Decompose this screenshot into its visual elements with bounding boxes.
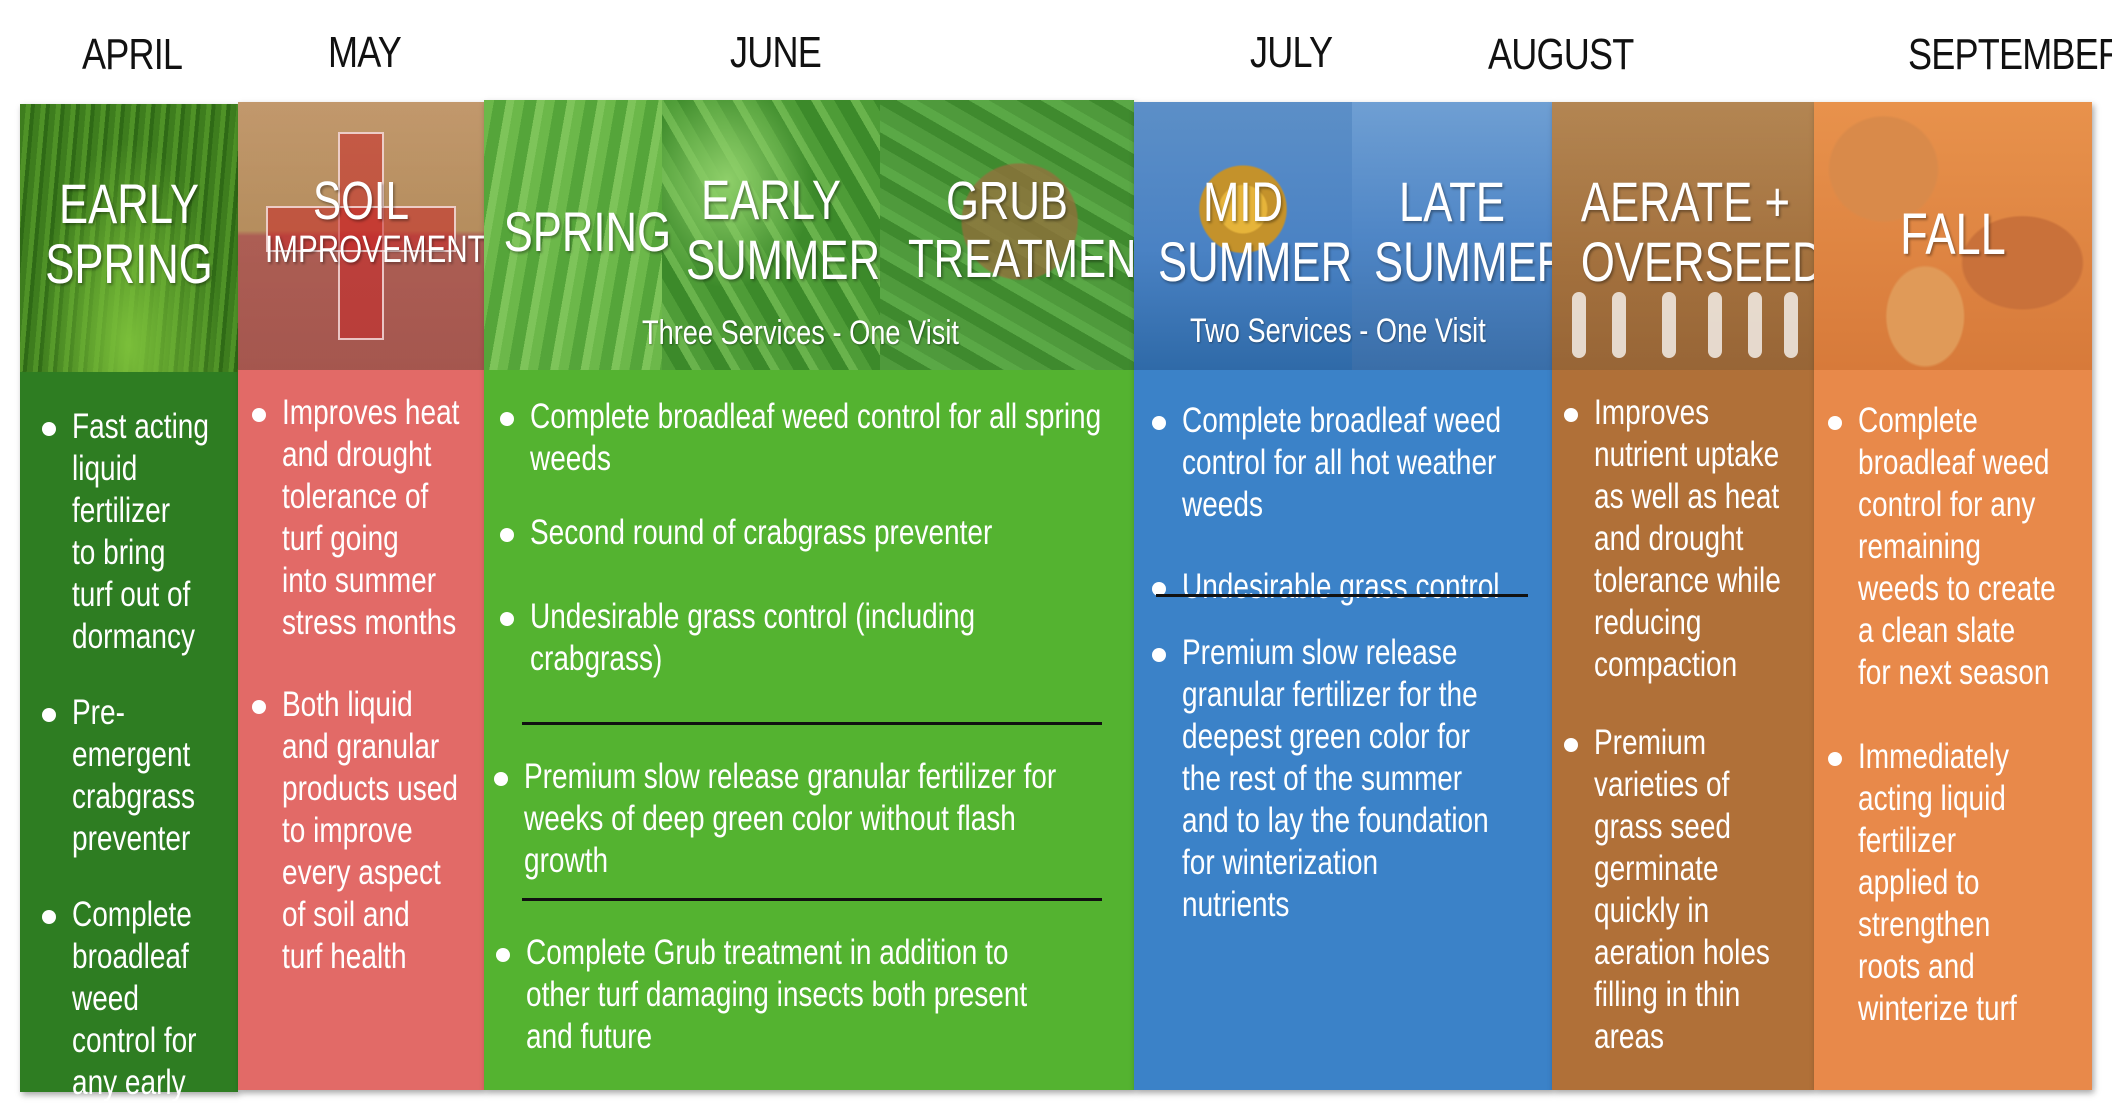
- list-item: Fast acting liquid fertilizer to bring turf …: [38, 406, 243, 658]
- spring-title: SPRING: [503, 200, 672, 263]
- month-august: AUGUST: [1488, 30, 1634, 79]
- list-item: Undesirable grass control (including crab…: [496, 596, 1244, 680]
- month-may: MAY: [328, 28, 402, 77]
- aerate-title: AERATE + OVERSEED: [1580, 170, 1824, 294]
- list-item: Improves heat and drought tolerance of turf…: [248, 392, 504, 644]
- fall-body: Complete broadleaf weed control for any rem…: [1814, 370, 2092, 1090]
- early-spring-bullets: Fast acting liquid fertilizer to bring turf …: [38, 406, 243, 1113]
- aerate-header: [1552, 102, 1814, 370]
- list-item: Complete broadleaf weed control for all …: [496, 396, 1244, 480]
- summer-subtitle: Two Services - One Visit: [1190, 312, 1486, 350]
- list-item: Premium varieties of grass seed germinate qu…: [1560, 722, 1827, 1058]
- soil-header: [238, 102, 484, 370]
- mid-summer-title: MID SUMMER: [1157, 170, 1353, 294]
- soil-core-icon: [1612, 292, 1626, 358]
- june-divider-2: [522, 898, 1102, 901]
- grub-photo: [880, 100, 1134, 370]
- sunflower-photo: [1134, 102, 1352, 370]
- column-soil-improvement: SOIL IMPROVEMENT Improves heat and drough…: [238, 102, 486, 1090]
- column-aerate: AERATE + OVERSEED Improves nutrient uptak…: [1552, 102, 1824, 1090]
- fall-header: [1814, 102, 2092, 370]
- list-item: Improves nutrient uptake as well as heat an…: [1560, 392, 1827, 686]
- soil-body: Improves heat and drought tolerance of turf…: [238, 370, 484, 1090]
- early-summer-title: EARLY SUMMER: [685, 168, 881, 292]
- list-item: Complete broadleaf weed control for all h…: [1148, 400, 1581, 526]
- june-header: [484, 100, 1134, 370]
- early-spring-header: [20, 104, 238, 372]
- aerate-body: Improves nutrient uptake as well as heat an…: [1552, 370, 1814, 1090]
- list-item: Complete broadleaf weed control for any earl…: [38, 894, 243, 1113]
- spring-photo: [484, 100, 662, 370]
- month-september: SEPTEMBER: [1908, 30, 2112, 79]
- soil-core-icon: [1748, 292, 1762, 358]
- column-summer: MID SUMMER LATE SUMMER Two Services - On…: [1134, 102, 1569, 1090]
- column-june: SPRING EARLY SUMMER GRUB TREATMENT Three…: [484, 100, 1163, 1090]
- list-item: Complete Grub treatment in addition to ot…: [492, 932, 1152, 1058]
- summer-bullets-b: Premium slow release granular fertilizer …: [1148, 632, 1565, 926]
- june-body: Complete broadleaf weed control for all …: [484, 370, 1134, 1090]
- june-bullets-a: Complete broadleaf weed control for all …: [496, 396, 1244, 680]
- grub-treatment-title: GRUB TREATMENT: [907, 171, 1163, 290]
- column-early-spring: EARLY SPRING Fast acting liquid fertilizer…: [20, 104, 238, 1113]
- list-item: Second round of crabgrass preventer: [496, 512, 1244, 554]
- list-item: Undesirable grass control: [1148, 566, 1581, 608]
- fall-title: FALL: [1900, 202, 2006, 267]
- june-bullets-b: Premium slow release granular fertilizer…: [490, 756, 1189, 882]
- list-item: Pre-emergent crabgrass preventer: [38, 692, 243, 860]
- summer-divider: [1156, 594, 1528, 597]
- soil-core-icon: [1708, 292, 1722, 358]
- month-april: APRIL: [82, 30, 183, 79]
- june-subtitle: Three Services - One Visit: [642, 314, 959, 352]
- early-spring-title: EARLY SPRING: [45, 172, 213, 296]
- soil-core-icon: [1572, 292, 1586, 358]
- late-summer-photo: [1352, 102, 1552, 370]
- plus-icon-bar: [266, 206, 456, 252]
- late-summer-title: LATE SUMMER: [1374, 170, 1569, 294]
- column-fall: FALL Complete broadleaf weed control for a…: [1814, 102, 2092, 1090]
- soil-title: SOIL IMPROVEMENT: [265, 171, 486, 272]
- soil-bullets: Improves heat and drought tolerance of turf…: [248, 392, 504, 978]
- summer-bullets-a: Complete broadleaf weed control for all h…: [1148, 400, 1581, 608]
- list-item: Both liquid and granular products used to i…: [248, 684, 504, 978]
- list-item: Immediately acting liquid fertilizer applie…: [1824, 736, 2105, 1030]
- soil-core-icon: [1662, 292, 1676, 358]
- summer-body: Complete broadleaf weed control for all h…: [1134, 370, 1552, 1090]
- summer-header: [1134, 102, 1552, 370]
- june-divider-1: [522, 722, 1102, 725]
- june-bullets-c: Complete Grub treatment in addition to ot…: [492, 932, 1152, 1058]
- early-spring-body: Fast acting liquid fertilizer to bring turf …: [20, 372, 238, 1113]
- list-item: Premium slow release granular fertilizer…: [490, 756, 1189, 882]
- soil-core-icon: [1784, 292, 1798, 358]
- month-july: JULY: [1250, 28, 1333, 77]
- month-june: JUNE: [730, 28, 822, 77]
- fern-photo: [662, 100, 880, 370]
- list-item: Complete broadleaf weed control for any rem…: [1824, 400, 2105, 694]
- list-item: Premium slow release granular fertilizer …: [1148, 632, 1565, 926]
- fall-bullets: Complete broadleaf weed control for any rem…: [1824, 400, 2105, 1030]
- aerate-bullets: Improves nutrient uptake as well as heat an…: [1560, 392, 1827, 1058]
